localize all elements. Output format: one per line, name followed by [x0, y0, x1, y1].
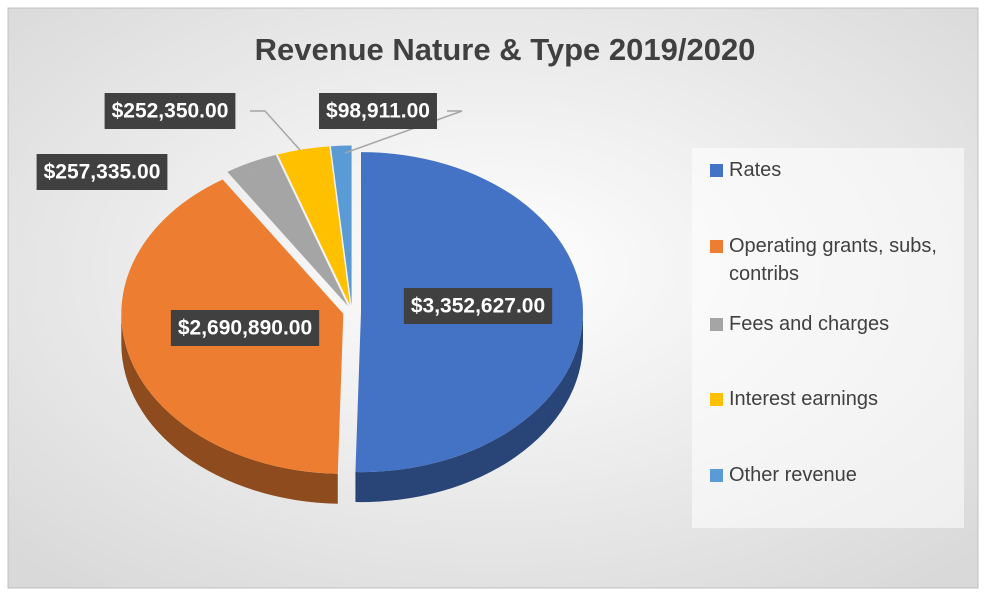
legend-swatch: [710, 318, 723, 331]
data-label-box: [104, 93, 236, 129]
legend-label: Interest earnings: [729, 388, 878, 410]
legend-item: Fees and charges: [710, 310, 960, 338]
data-label-box: [403, 288, 553, 324]
slice: [330, 145, 352, 306]
legend-label: Fees and charges: [729, 313, 890, 335]
data-label: $98,911.00: [326, 100, 430, 123]
legend-item: Interest earnings: [710, 385, 960, 413]
data-label: $252,350.00: [112, 100, 229, 123]
legend-label: Operating grants, subs, contribs: [729, 235, 937, 285]
legend-label: Other revenue: [729, 464, 857, 486]
leader-line: [344, 110, 463, 154]
slice: [227, 154, 349, 307]
legend-item: Other revenue: [710, 461, 960, 489]
data-label-box: [36, 154, 168, 190]
data-label-box: [170, 310, 320, 346]
legend-label: Rates: [729, 159, 782, 181]
legend-swatch: [710, 240, 723, 253]
legend-item: Rates: [710, 156, 960, 184]
legend-swatch: [710, 393, 723, 406]
legend: Rates Operating grants, subs, contribs Fee…: [692, 148, 964, 528]
slice: [277, 146, 351, 306]
chart-title: Revenue Nature & Type 2019/2020: [255, 32, 756, 67]
slice-side: [355, 312, 583, 503]
legend-swatch: [710, 469, 723, 482]
data-label: $3,352,627.00: [411, 295, 545, 318]
data-label-box: [319, 93, 437, 129]
leader-line: [250, 110, 301, 151]
legend-item: Operating grants, subs, contribs: [710, 232, 960, 288]
data-label: $257,335.00: [44, 161, 161, 184]
slice-side: [121, 313, 338, 504]
leader-line: [244, 164, 263, 173]
data-label: $2,690,890.00: [178, 317, 312, 340]
legend-swatch: [710, 164, 723, 177]
